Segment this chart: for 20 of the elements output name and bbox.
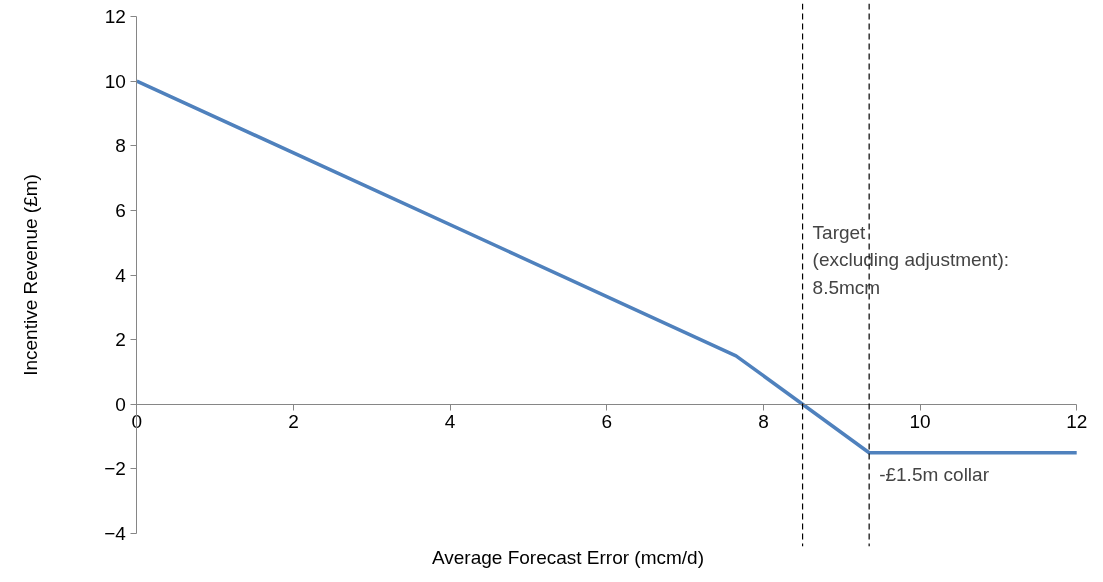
x-tick-label: 6: [601, 411, 613, 433]
x-tick-label: 0: [131, 411, 143, 433]
x-tick-label: 2: [288, 411, 299, 433]
y-tick-label: −4: [104, 523, 127, 545]
x-axis-title: Average Forecast Error (mcm/d): [431, 546, 705, 568]
ref-line-label: Target (excluding adjustment): 8.5mcm: [812, 221, 1010, 298]
y-tick-label: 2: [115, 329, 126, 351]
y-tick-label: 6: [115, 199, 126, 221]
x-tick-label: 12: [1066, 411, 1088, 433]
y-axis-title: Incentive Revenue (£m): [19, 174, 41, 376]
x-tick-label: 8: [758, 411, 769, 433]
y-tick-label: 0: [115, 393, 126, 415]
x-tick-label: 10: [909, 411, 931, 433]
ref-line-label: -£1.5m collar: [879, 463, 990, 485]
y-tick-label: 4: [115, 264, 127, 286]
y-tick-label: −2: [104, 458, 126, 480]
y-tick-label: 8: [115, 135, 126, 157]
x-tick-label: 4: [444, 411, 456, 433]
y-tick-label: 12: [104, 5, 126, 27]
y-tick-label: 10: [104, 70, 126, 92]
